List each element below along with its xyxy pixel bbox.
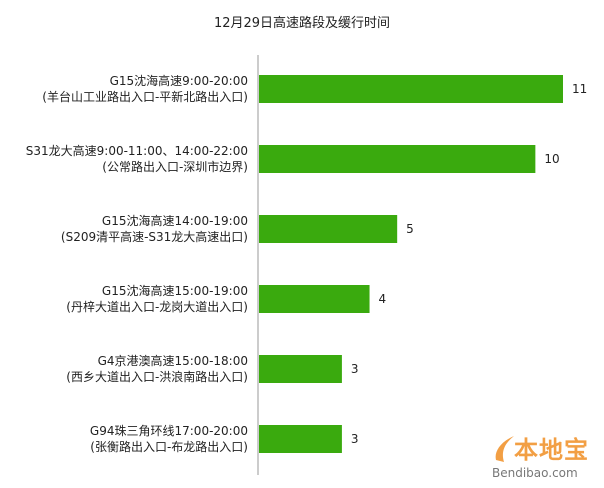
swoosh-icon	[495, 436, 514, 462]
bar-value-label-1: 11	[572, 82, 587, 96]
category-label-2: S31龙大高速9:00-11:00、14:00-22:00 (公常路出入口-深圳市…	[26, 143, 248, 174]
bar-1	[259, 75, 563, 103]
bar-4	[259, 285, 370, 313]
category-label-5: G4京港澳高速15:00-18:00 (西乡大道出入口-洪浪南路出入口)	[66, 353, 248, 384]
category-label-4: G15沈海高速15:00-19:00 (丹梓大道出入口-龙岗大道出入口)	[66, 283, 248, 314]
category-label-6: G94珠三角环线17:00-20:00 (张衡路出入口-布龙路出入口)	[90, 424, 248, 454]
category-label-1: G15沈海高速9:00-20:00 (羊台山工业路出入口-平新北路出入口)	[42, 73, 248, 104]
bar-value-label-4: 4	[379, 292, 387, 306]
bar-value-label-3: 5	[406, 222, 414, 236]
bar-value-label-5: 3	[351, 362, 359, 376]
bar-value-label-6: 3	[351, 432, 359, 446]
chart-title: 12月29日高速路段及缓行时间	[213, 16, 391, 31]
watermark-url: Bendibao.com	[492, 466, 578, 480]
watermark-brand-text: 本地宝	[514, 436, 589, 464]
bars-group: 11 G15沈海高速9:00-20:00 (羊台山工业路出入口-平新北路出入口) 10…	[26, 73, 588, 454]
watermark-logo: 本地宝 Bendibao.com	[492, 430, 600, 486]
bar-6	[259, 425, 342, 453]
category-label-3: G15沈海高速14:00-19:00 (S209清平高速-S31龙大高速出口)	[61, 213, 248, 244]
bar-5	[259, 355, 342, 383]
bar-value-label-2: 10	[544, 152, 559, 166]
bar-2	[259, 145, 536, 173]
bar-3	[259, 215, 398, 243]
